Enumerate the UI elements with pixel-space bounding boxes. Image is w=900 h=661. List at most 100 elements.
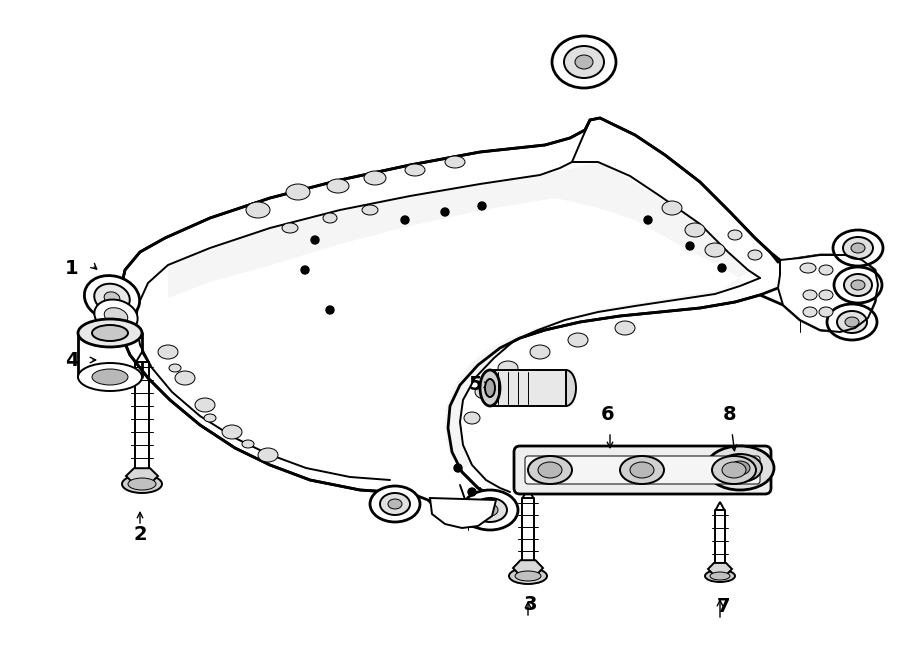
Ellipse shape xyxy=(803,290,817,300)
Ellipse shape xyxy=(509,568,547,584)
Polygon shape xyxy=(708,563,732,575)
Circle shape xyxy=(301,266,309,274)
Ellipse shape xyxy=(473,498,507,522)
Ellipse shape xyxy=(827,304,877,340)
Ellipse shape xyxy=(364,171,386,185)
Ellipse shape xyxy=(851,243,865,253)
Ellipse shape xyxy=(92,369,128,385)
Ellipse shape xyxy=(851,280,865,290)
Ellipse shape xyxy=(482,504,498,516)
Polygon shape xyxy=(136,352,148,362)
Text: 8: 8 xyxy=(724,405,737,424)
Polygon shape xyxy=(126,468,158,484)
Text: 2: 2 xyxy=(133,525,147,545)
Polygon shape xyxy=(716,502,724,510)
Ellipse shape xyxy=(204,414,216,422)
Ellipse shape xyxy=(370,486,420,522)
Ellipse shape xyxy=(175,371,195,385)
Ellipse shape xyxy=(462,490,518,530)
Ellipse shape xyxy=(705,243,725,257)
Circle shape xyxy=(401,216,409,224)
Circle shape xyxy=(686,242,694,250)
Ellipse shape xyxy=(630,462,654,478)
Ellipse shape xyxy=(564,46,604,78)
Text: 6: 6 xyxy=(601,405,615,424)
Text: 4: 4 xyxy=(65,350,79,369)
Polygon shape xyxy=(168,162,748,470)
Ellipse shape xyxy=(685,223,705,237)
Polygon shape xyxy=(513,561,543,576)
Ellipse shape xyxy=(837,311,867,333)
Ellipse shape xyxy=(195,398,215,412)
Ellipse shape xyxy=(445,156,465,168)
Ellipse shape xyxy=(552,36,616,88)
Polygon shape xyxy=(118,118,878,528)
Ellipse shape xyxy=(485,379,495,397)
Ellipse shape xyxy=(538,462,562,478)
Ellipse shape xyxy=(282,223,298,233)
FancyBboxPatch shape xyxy=(514,446,771,494)
Ellipse shape xyxy=(568,333,588,347)
Ellipse shape xyxy=(528,456,572,484)
Ellipse shape xyxy=(710,572,730,580)
Ellipse shape xyxy=(405,164,425,176)
Circle shape xyxy=(644,216,652,224)
Bar xyxy=(490,370,566,406)
Circle shape xyxy=(326,306,334,314)
Ellipse shape xyxy=(222,425,242,439)
Ellipse shape xyxy=(819,307,833,317)
Ellipse shape xyxy=(94,299,138,332)
Ellipse shape xyxy=(575,55,593,69)
Ellipse shape xyxy=(158,345,178,359)
Ellipse shape xyxy=(748,250,762,260)
Ellipse shape xyxy=(706,446,774,490)
FancyBboxPatch shape xyxy=(525,456,760,484)
Ellipse shape xyxy=(662,201,682,215)
Circle shape xyxy=(454,464,462,472)
Text: 3: 3 xyxy=(523,596,536,615)
Circle shape xyxy=(478,202,486,210)
Ellipse shape xyxy=(94,284,130,312)
Ellipse shape xyxy=(327,179,349,193)
Circle shape xyxy=(311,236,319,244)
Ellipse shape xyxy=(498,361,518,375)
Ellipse shape xyxy=(169,364,181,372)
Ellipse shape xyxy=(728,230,742,240)
Ellipse shape xyxy=(286,184,310,200)
Ellipse shape xyxy=(712,456,756,484)
Ellipse shape xyxy=(464,412,480,424)
Ellipse shape xyxy=(388,499,402,509)
Polygon shape xyxy=(523,489,534,498)
Ellipse shape xyxy=(556,370,576,406)
Ellipse shape xyxy=(480,370,500,406)
Ellipse shape xyxy=(85,276,140,321)
Ellipse shape xyxy=(819,290,833,300)
Ellipse shape xyxy=(705,570,735,582)
Text: 7: 7 xyxy=(717,598,731,617)
Ellipse shape xyxy=(104,292,120,304)
Ellipse shape xyxy=(718,454,762,482)
Ellipse shape xyxy=(844,274,872,296)
Ellipse shape xyxy=(819,265,833,275)
Ellipse shape xyxy=(615,321,635,335)
Ellipse shape xyxy=(362,205,378,215)
Ellipse shape xyxy=(800,263,816,273)
Ellipse shape xyxy=(246,202,270,218)
Ellipse shape xyxy=(515,571,541,581)
Ellipse shape xyxy=(104,307,128,325)
Ellipse shape xyxy=(242,440,254,448)
Ellipse shape xyxy=(620,456,664,484)
Text: 1: 1 xyxy=(65,258,79,278)
Polygon shape xyxy=(778,255,878,332)
Ellipse shape xyxy=(475,385,495,399)
Ellipse shape xyxy=(730,461,750,475)
Ellipse shape xyxy=(122,475,162,493)
Ellipse shape xyxy=(722,462,746,478)
Ellipse shape xyxy=(834,267,882,303)
Ellipse shape xyxy=(78,363,142,391)
Circle shape xyxy=(468,488,476,496)
Circle shape xyxy=(441,208,449,216)
Circle shape xyxy=(718,264,726,272)
Ellipse shape xyxy=(845,317,859,327)
Ellipse shape xyxy=(323,213,337,223)
